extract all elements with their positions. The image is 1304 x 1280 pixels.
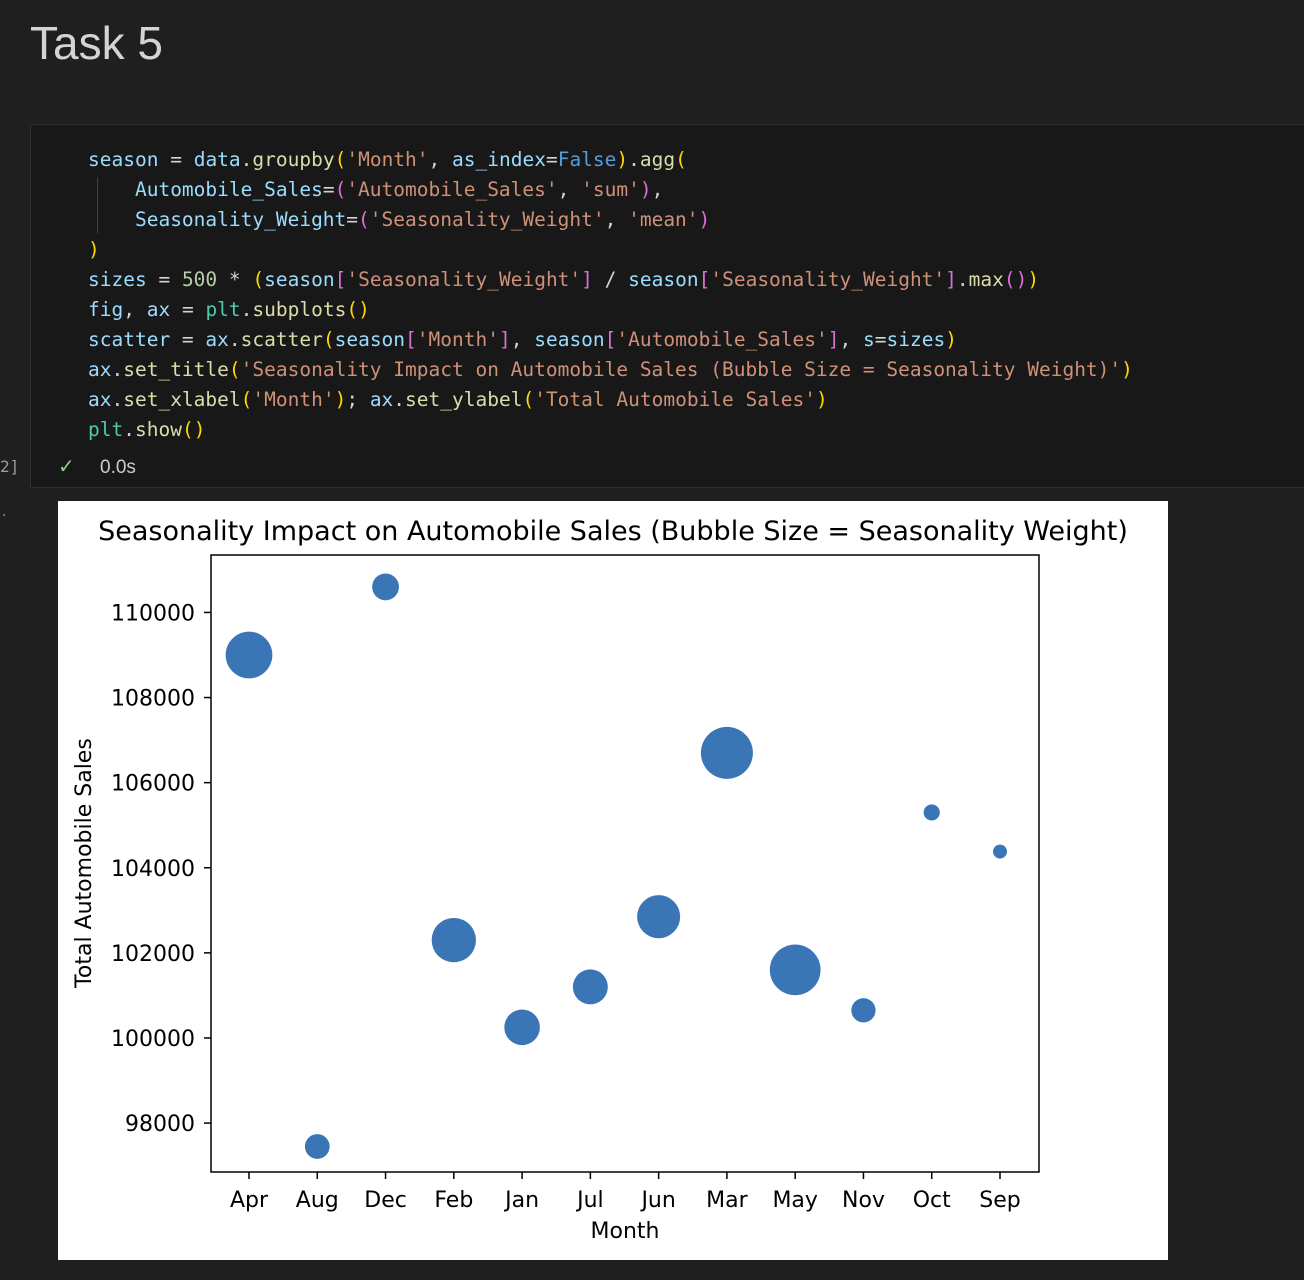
x-tick-label: Mar — [706, 1188, 748, 1213]
bubble-point — [304, 1134, 330, 1159]
x-tick-label: Sep — [979, 1188, 1020, 1213]
code-editor[interactable]: season = data.groupby('Month', as_index=… — [88, 148, 1133, 441]
x-tick-label: Oct — [913, 1188, 951, 1213]
x-tick-label: Aug — [296, 1188, 339, 1213]
plot-frame — [210, 554, 1040, 1173]
chart-output: Seasonality Impact on Automobile Sales (… — [58, 501, 1168, 1260]
y-tick-label: 100000 — [111, 1027, 195, 1052]
scatter-chart: Seasonality Impact on Automobile Sales (… — [72, 516, 1128, 1244]
x-tick-label: Jul — [575, 1188, 604, 1213]
indent-guide — [97, 177, 98, 233]
execution-duration: 0.0s — [100, 457, 136, 478]
bubble-series — [225, 573, 1007, 1159]
chart-title: Seasonality Impact on Automobile Sales (… — [98, 516, 1128, 547]
x-axis: Apr Aug Dec Feb Jan Jul Jun Mar May Nov Oct Sep — [230, 1172, 1021, 1213]
y-axis: 98000 100000 102000 104000 106000 108000 11000… — [111, 601, 211, 1137]
y-tick-label: 102000 — [111, 942, 195, 967]
output-marker: . — [2, 504, 7, 520]
bubble-point — [637, 895, 681, 939]
y-axis-label: Total Automobile Sales — [72, 738, 97, 989]
x-tick-label: May — [772, 1188, 817, 1213]
bubble-point — [993, 844, 1007, 859]
bubble-point — [225, 631, 273, 679]
x-tick-label: Jun — [639, 1188, 675, 1213]
x-axis-label: Month — [591, 1219, 660, 1244]
x-tick-label: Dec — [364, 1188, 407, 1213]
y-tick-label: 104000 — [111, 857, 195, 882]
x-tick-label: Jan — [503, 1188, 539, 1213]
bubble-point — [572, 969, 608, 1005]
bubble-point — [769, 944, 821, 996]
bubble-point — [431, 917, 476, 963]
y-tick-label: 110000 — [111, 601, 195, 626]
execution-count: 2] — [0, 457, 20, 476]
check-icon: ✓ — [58, 454, 75, 478]
bubble-point — [504, 1009, 540, 1046]
y-tick-label: 98000 — [125, 1112, 195, 1137]
y-tick-label: 108000 — [111, 687, 195, 712]
x-tick-label: Nov — [842, 1188, 885, 1213]
section-heading: Task 5 — [30, 17, 163, 69]
y-tick-label: 106000 — [111, 772, 195, 797]
bubble-point — [851, 998, 876, 1023]
x-tick-label: Apr — [230, 1188, 269, 1213]
bubble-point — [700, 726, 753, 779]
bubble-point — [372, 573, 399, 601]
code-cell[interactable]: season = data.groupby('Month', as_index=… — [30, 124, 1304, 488]
x-tick-label: Feb — [434, 1188, 473, 1213]
bubble-point — [923, 804, 940, 821]
